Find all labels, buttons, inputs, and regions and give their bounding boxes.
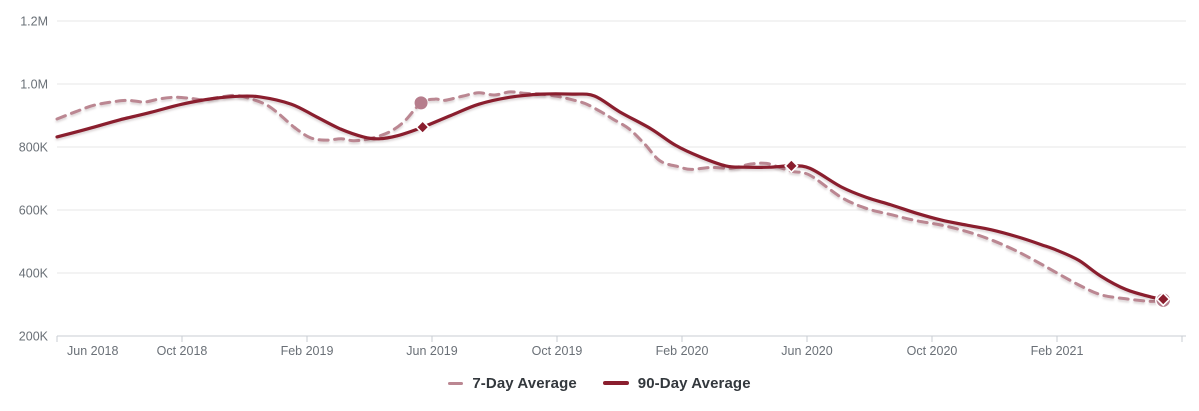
data-point-diamond-marker[interactable] bbox=[415, 119, 430, 135]
x-axis-label: Oct 2019 bbox=[532, 344, 583, 358]
x-axis-label: Jun 2020 bbox=[781, 344, 832, 358]
x-axis-label: Feb 2020 bbox=[656, 344, 709, 358]
y-axis-label: 800K bbox=[19, 141, 49, 155]
legend-label-7day: 7-Day Average bbox=[472, 374, 577, 392]
data-point-circle-marker[interactable] bbox=[414, 96, 428, 110]
series-line-90day[interactable] bbox=[55, 92, 1165, 301]
x-axis-label: Jun 2018 bbox=[67, 344, 118, 358]
x-axis-label: Feb 2021 bbox=[1031, 344, 1084, 358]
y-axis-label: 400K bbox=[19, 267, 49, 281]
x-axis-label: Feb 2019 bbox=[281, 344, 334, 358]
legend-label-90day: 90-Day Average bbox=[637, 374, 751, 392]
legend-item-90day-average[interactable]: 90-Day Average bbox=[602, 374, 751, 392]
7day-dash-swatch-icon bbox=[448, 381, 464, 385]
y-axis-label: 1.2M bbox=[20, 15, 48, 29]
legend-item-7day-average[interactable]: 7-Day Average bbox=[448, 374, 577, 392]
y-axis-label: 200K bbox=[19, 330, 49, 344]
x-axis-label: Jun 2019 bbox=[406, 344, 457, 358]
chart-legend: 7-Day Average 90-Day Average bbox=[0, 368, 1199, 398]
y-axis-label: 1.0M bbox=[20, 78, 48, 92]
data-point-diamond-marker[interactable] bbox=[1155, 291, 1171, 307]
90day-line-swatch-icon bbox=[602, 381, 629, 385]
data-point-diamond-marker[interactable] bbox=[784, 158, 799, 174]
x-axis-label: Oct 2018 bbox=[157, 344, 208, 358]
series-line-7day[interactable] bbox=[55, 90, 1165, 303]
y-axis-label: 600K bbox=[19, 204, 49, 218]
x-axis-label: Oct 2020 bbox=[907, 344, 958, 358]
